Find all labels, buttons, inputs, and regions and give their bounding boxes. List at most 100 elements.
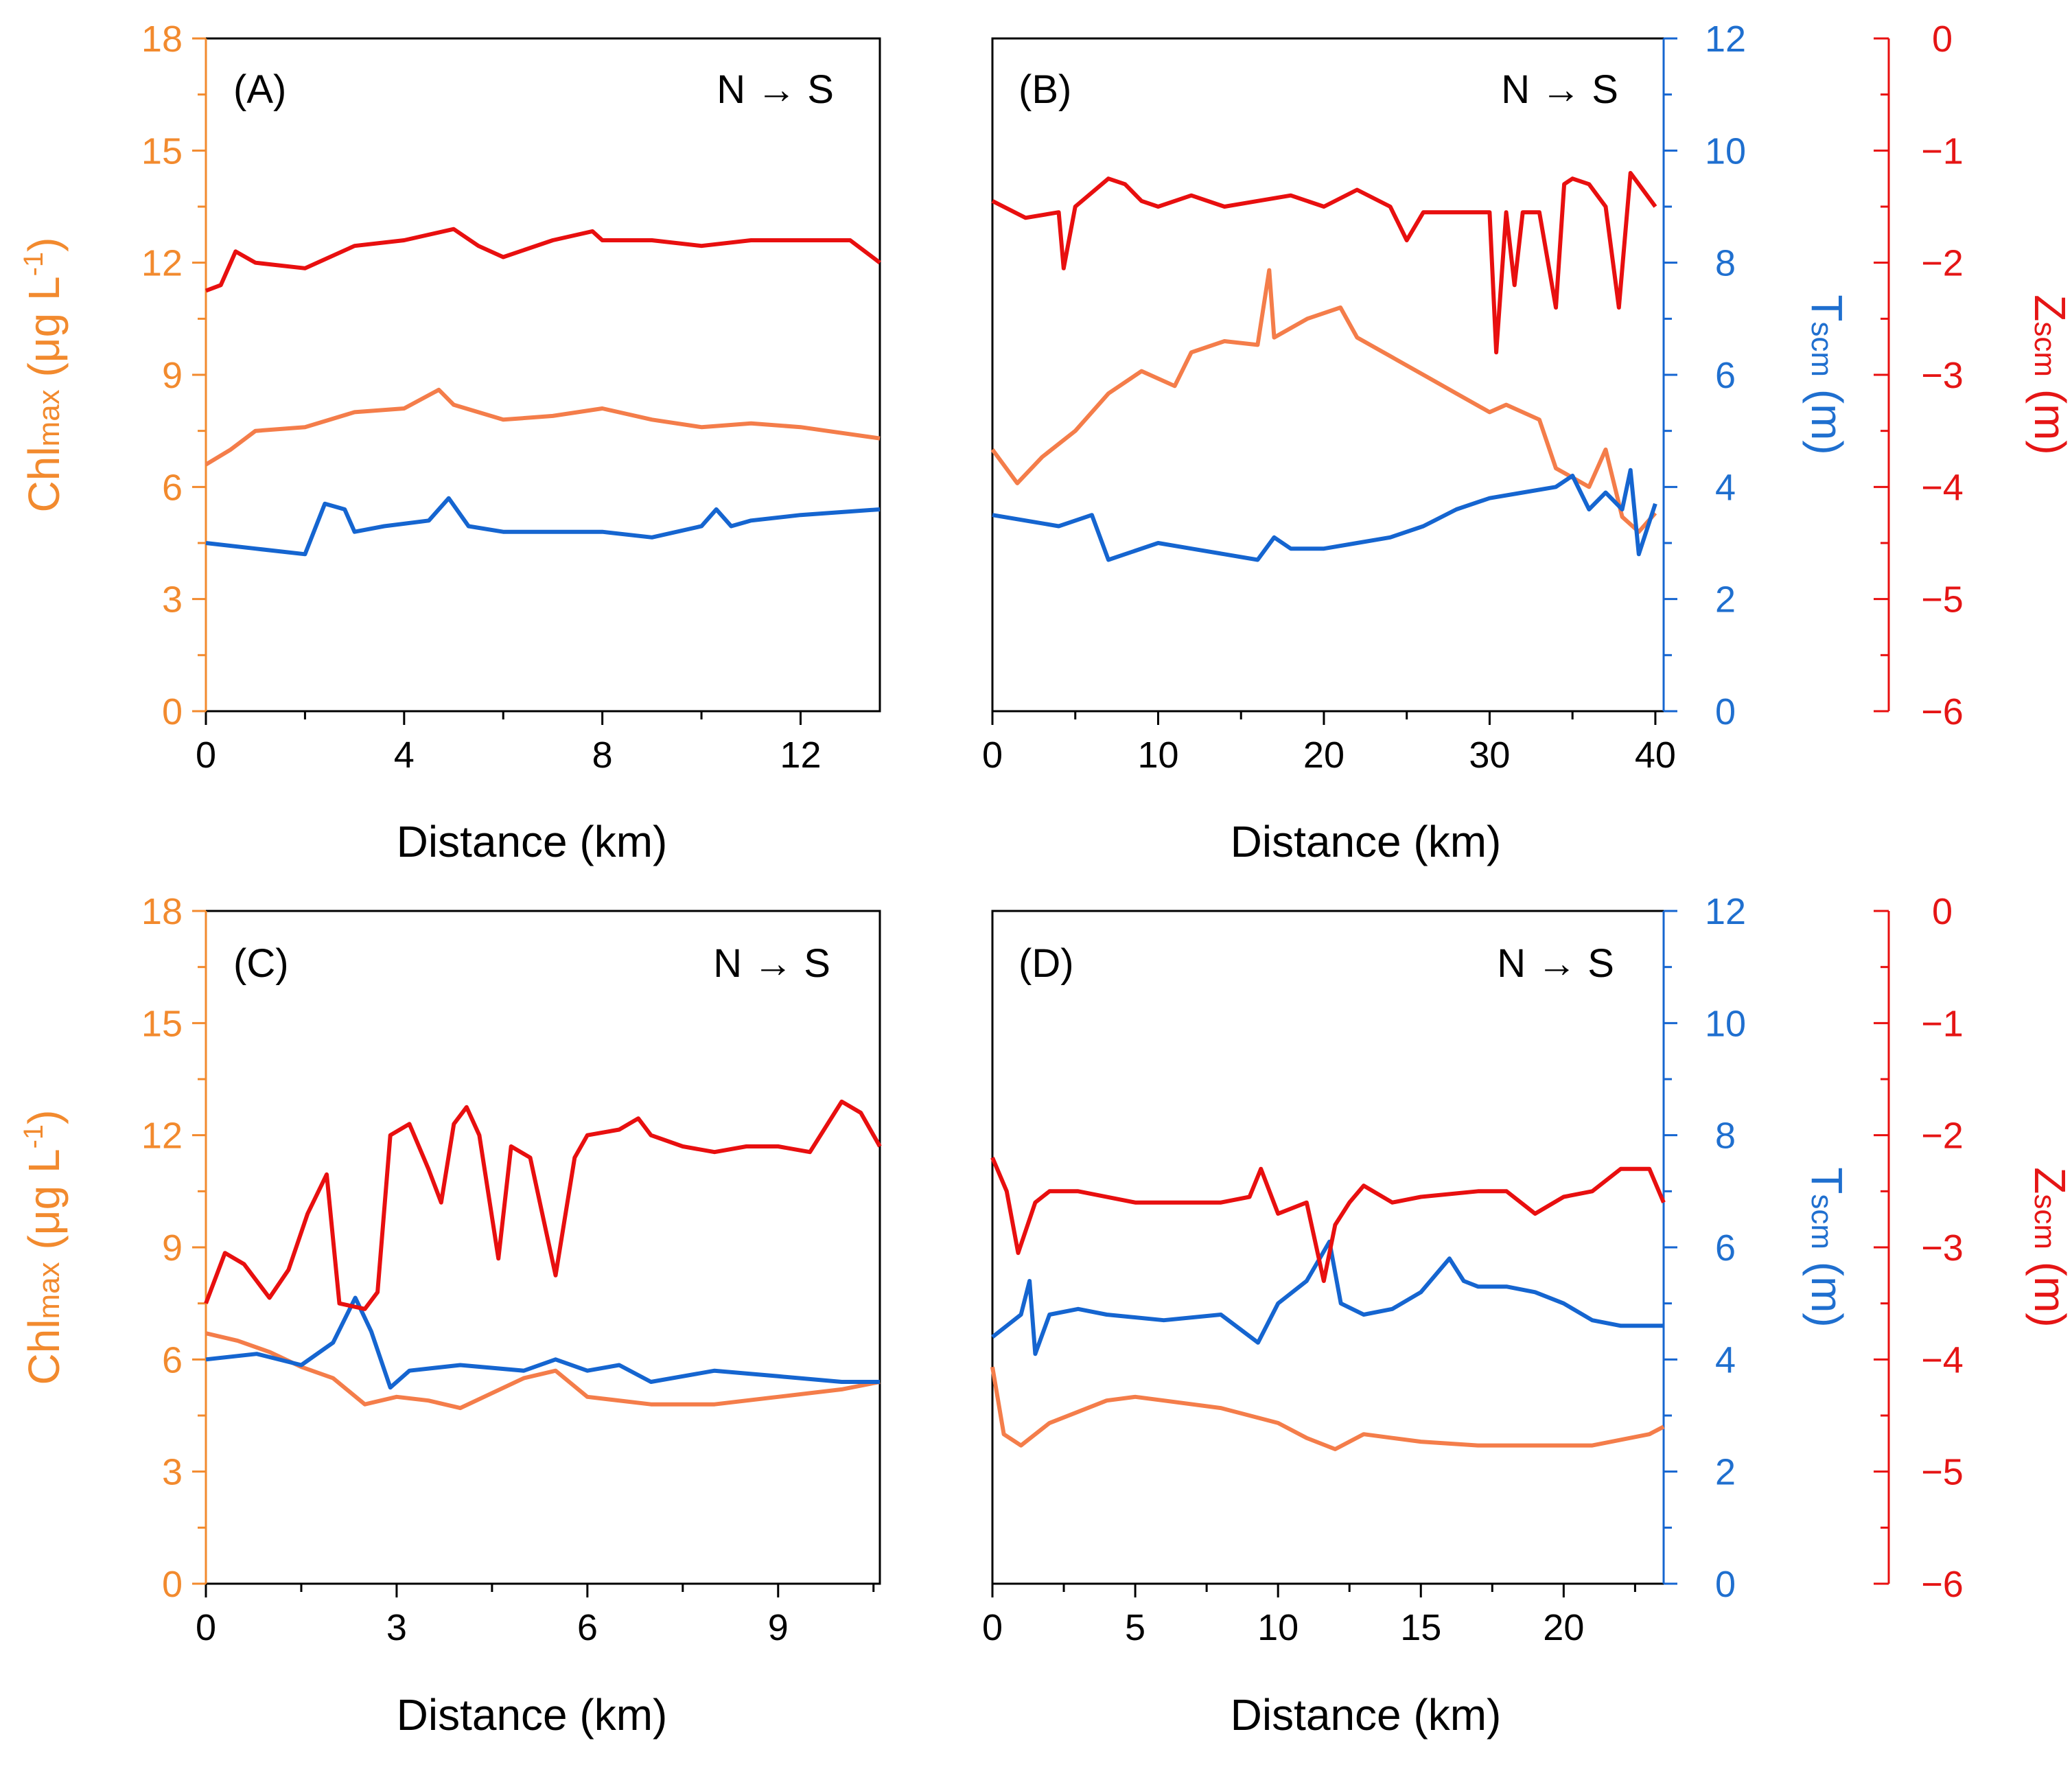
panel-b-zscm-tick-label: −1 [1921, 130, 1964, 172]
panel-b: 0 10 20 30 40 0 2 4 6 8 10 12 0 −1 −2 −3 −4 −5 −6 (B) N → … [982, 19, 2072, 866]
panel-c-lines [204, 1099, 882, 1411]
panel-a-x-tick-label: 4 [394, 735, 415, 776]
panel-d-tscm-tick-label: 0 [1715, 1564, 1736, 1605]
panel-a-x-tick-label: 12 [780, 735, 821, 776]
panel-b-tscm-tick-label: 10 [1705, 130, 1746, 172]
panel-b-zscm-tick-label: 0 [1932, 19, 1953, 60]
panel-c-label: (C) [233, 941, 289, 986]
panel-d-zscm-tick-label: −1 [1921, 1003, 1964, 1044]
panel-b-zscm-tick-label: −6 [1921, 691, 1964, 732]
panel-b-tscm-tick-label: 8 [1715, 243, 1736, 284]
panel-d-tscm-tick-label: 2 [1715, 1452, 1736, 1493]
panel-b-x-tick-label: 0 [982, 735, 1003, 776]
panel-b-zscm-line [991, 171, 1657, 355]
panel-c-frame [205, 910, 881, 1585]
panel-c-x-tick-label: 0 [196, 1607, 216, 1648]
panel-d-zscm-line [990, 1157, 1666, 1283]
panel-c-chl-tick-label: 3 [162, 1452, 183, 1493]
panel-b-x-tick-label: 40 [1635, 735, 1676, 776]
panel-a-chl-tick-label: 6 [162, 467, 183, 508]
panel-a-tscm-line [205, 496, 881, 557]
panel-a-chl-tick-label: 9 [162, 355, 183, 396]
panel-c-chl-tick-label: 18 [141, 891, 183, 932]
panel-b-xlabel: Distance (km) [1231, 817, 1502, 866]
panel-b-chlmax-line [990, 268, 1657, 534]
panel-a-chl-tick-label: 12 [141, 243, 183, 284]
panel-a-label: (A) [233, 67, 286, 112]
panel-c-chlmax-line [205, 1331, 881, 1411]
panel-a-lines [205, 227, 881, 557]
panel-b-zscm-tick-label: −2 [1921, 243, 1964, 284]
panel-c-chl-tick-label: 6 [162, 1339, 183, 1381]
panel-d-lines [990, 1157, 1666, 1451]
panel-b-tscm-tick-label: 4 [1715, 467, 1736, 508]
panel-c-zscm-line [204, 1099, 882, 1311]
panel-d-tscm-tick-label: 8 [1715, 1116, 1736, 1157]
panel-d: 0 5 10 15 20 0 2 4 6 8 10 12 0 −1 −2 −3 −4 −5 −6 (D) N → S… [982, 891, 2072, 1740]
panel-c-direction: N → S [713, 941, 830, 986]
panel-b-x-tick-label: 30 [1469, 735, 1510, 776]
panel-d-tscm-line [991, 1239, 1664, 1356]
panel-d-x-tick-label: 20 [1543, 1607, 1584, 1648]
panel-c-chl-tick-label: 9 [162, 1227, 183, 1269]
panel-a-chl-tick-label: 3 [162, 579, 183, 621]
panel-d-tscm-tick-label: 4 [1715, 1339, 1736, 1381]
panel-d-zscm-tick-label: 0 [1932, 891, 1953, 932]
panel-a-chl-tick-label: 0 [162, 691, 183, 732]
panel-c-x-tick-label: 3 [386, 1607, 407, 1648]
panel-b-frame [991, 37, 1665, 713]
panel-d-x-tick-label: 15 [1400, 1607, 1441, 1648]
panel-b-label: (B) [1018, 67, 1071, 112]
panel-b-x-tick-label: 10 [1137, 735, 1178, 776]
panel-b-tscm-axis-title: Tscm (m) [1802, 294, 1852, 454]
panel-c: 0 3 6 9 0 3 6 9 12 15 18 (C) N → S Distance (km) C… [19, 891, 882, 1740]
panel-c-chl-tick-label: 15 [141, 1003, 183, 1044]
panel-b-zscm-tick-label: −4 [1921, 467, 1964, 508]
panel-d-zscm-tick-label: −4 [1921, 1339, 1964, 1381]
panel-d-zscm-tick-label: −5 [1921, 1452, 1964, 1493]
panel-b-zscm-tick-label: −5 [1921, 579, 1964, 621]
panel-a-chl-axis-title: Chlmax (μg L-1) [19, 238, 69, 513]
panel-b-tscm-line [992, 467, 1657, 562]
panel-d-zscm-tick-label: −2 [1921, 1116, 1964, 1157]
panel-b-tscm-tick-label: 2 [1715, 579, 1736, 621]
panel-b-direction: N → S [1501, 67, 1618, 112]
panel-a-chlmax-line [205, 387, 881, 467]
panel-b-lines [990, 171, 1657, 562]
panel-b-zscm-axis-title: Zscm (m) [2025, 294, 2072, 454]
panel-a-x-tick-label: 8 [592, 735, 613, 776]
panel-d-x-tick-label: 0 [982, 1607, 1003, 1648]
panel-c-chl-axis-title: Chlmax (μg L-1) [19, 1110, 69, 1385]
panel-a-chl-tick-label: 15 [141, 130, 183, 172]
panel-d-x-tick-label: 10 [1257, 1607, 1299, 1648]
panel-c-x-tick-label: 9 [768, 1607, 789, 1648]
panel-d-label: (D) [1018, 941, 1074, 986]
panel-b-ticks: 0 10 20 30 40 0 2 4 6 8 10 12 0 −1 −2 −3 −4 −5 −6 [982, 19, 1964, 776]
panel-d-tscm-axis-title: Tscm (m) [1802, 1167, 1852, 1327]
panel-a-xlabel: Distance (km) [397, 817, 668, 866]
panel-a-chl-tick-label: 18 [141, 19, 183, 60]
panel-d-zscm-tick-label: −3 [1921, 1227, 1964, 1269]
panel-d-tscm-tick-label: 6 [1715, 1227, 1736, 1269]
panel-b-zscm-tick-label: −3 [1921, 355, 1964, 396]
panel-b-tscm-tick-label: 12 [1705, 19, 1746, 60]
panel-d-chlmax-line [990, 1366, 1665, 1451]
panel-c-x-tick-label: 6 [577, 1607, 598, 1648]
panel-d-tscm-tick-label: 10 [1705, 1003, 1746, 1044]
panel-d-direction: N → S [1497, 941, 1614, 986]
panel-c-xlabel: Distance (km) [397, 1690, 668, 1740]
panel-a-direction: N → S [717, 67, 834, 112]
panel-d-zscm-axis-title: Zscm (m) [2025, 1167, 2072, 1327]
panel-a-frame [205, 37, 881, 713]
panel-c-ticks: 0 3 6 9 0 3 6 9 12 15 18 [141, 891, 875, 1648]
panel-a-x-tick-label: 0 [196, 735, 216, 776]
panel-c-chl-tick-label: 12 [141, 1116, 183, 1157]
panel-a-ticks: 0 4 8 12 0 3 6 9 12 15 18 [141, 19, 822, 776]
panel-c-chl-tick-label: 0 [162, 1564, 183, 1605]
panel-b-x-tick-label: 20 [1303, 735, 1345, 776]
panel-b-tscm-tick-label: 6 [1715, 355, 1736, 396]
panel-d-xlabel: Distance (km) [1231, 1690, 1502, 1740]
panel-d-x-tick-label: 5 [1125, 1607, 1145, 1648]
